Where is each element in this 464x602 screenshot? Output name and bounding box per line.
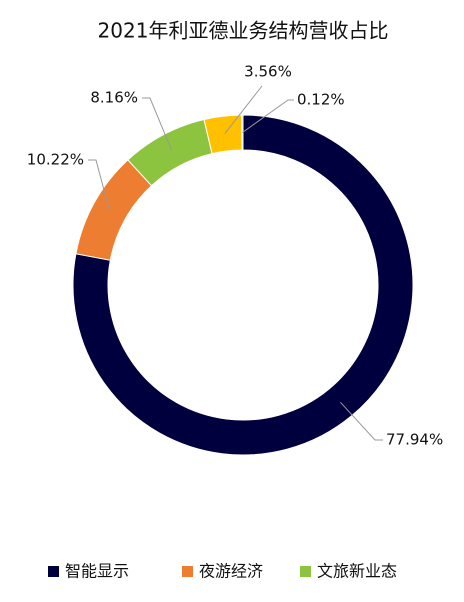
leader-line	[142, 97, 173, 151]
leader-line	[88, 159, 111, 212]
donut-slice	[72, 114, 414, 456]
legend-label: 文旅新业态	[317, 562, 397, 581]
legend-swatch	[48, 566, 59, 577]
data-label: 0.12%	[297, 91, 345, 109]
donut-slice	[241, 114, 244, 151]
legend-label: 智能显示	[65, 562, 129, 581]
leader-line	[340, 401, 383, 441]
leader-line	[224, 85, 263, 134]
chart-title: 2021年利亚德业务结构营收占比	[98, 19, 389, 43]
donut-slice	[75, 159, 153, 261]
legend-label: 夜游经济	[199, 562, 263, 581]
data-label: 3.56%	[244, 63, 292, 81]
data-label: 77.94%	[386, 431, 443, 449]
data-label: 8.16%	[90, 89, 138, 107]
legend-swatch	[300, 566, 311, 577]
data-label: 10.22%	[27, 151, 84, 169]
legend-swatch	[182, 566, 193, 577]
leader-line	[242, 99, 294, 133]
